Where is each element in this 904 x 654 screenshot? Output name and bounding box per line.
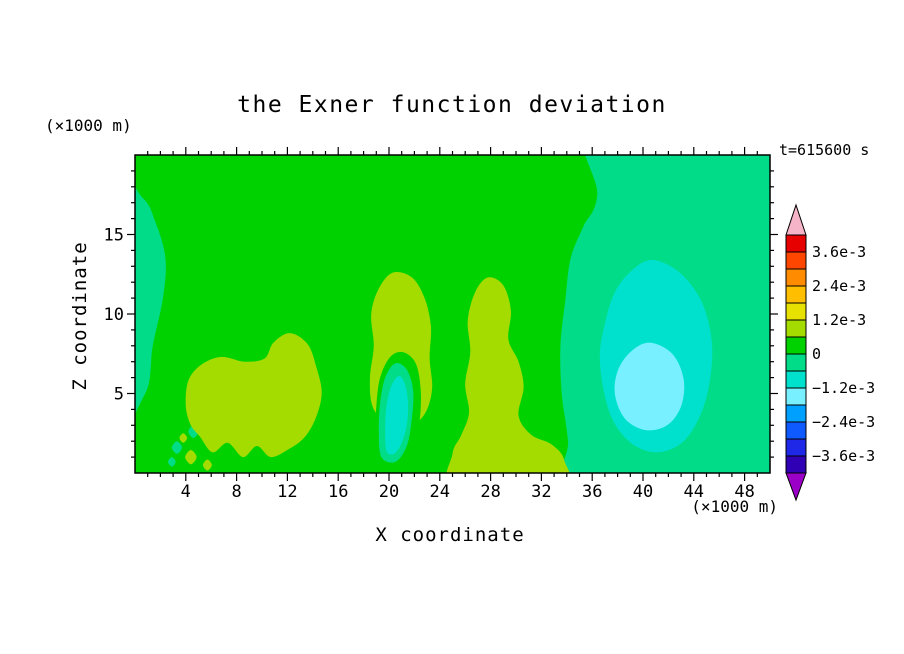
contour-region-speck-yellowgreen-2 [202,459,212,471]
x-tick-label: 36 [582,482,602,502]
contour-region-right-cyan-core [614,342,685,431]
colorbar-label: 1.2e-3 [812,311,866,329]
contour-region-left-edge-strip [135,186,166,414]
colorbar-segment [785,319,807,338]
colorbar-label: 3.6e-3 [812,243,866,261]
x-tick-label: 8 [231,482,241,502]
z-tick-label: 10 [104,305,124,325]
x-tick-label: 24 [430,482,450,502]
contour-region-speck-teal-3 [168,457,176,467]
colorbar-label: −2.4e-3 [812,413,875,431]
contour-region-yellowgreen-right-blob [446,277,570,473]
colorbar-segment [785,302,807,321]
x-tick-label: 44 [684,482,704,502]
x-tick-label: 40 [633,482,653,502]
x-tick-label: 48 [734,482,754,502]
colorbar-segment [785,404,807,423]
contour-region-speck-yellowgreen-1 [185,449,197,465]
z-tick-label: 15 [104,226,124,246]
colorbar-segment [785,353,807,372]
contour-region-speck-teal-1 [171,441,182,454]
x-tick-label: 12 [277,482,297,502]
x-tick-label: 4 [181,482,191,502]
colorbar-segment [785,336,807,355]
z-tick-label: 5 [114,385,124,405]
x-tick-label: 32 [531,482,551,502]
contour-field [135,155,770,473]
x-axis-title: X coordinate [375,524,524,546]
colorbar-segment [785,234,807,253]
colorbar-label: −3.6e-3 [812,447,875,465]
z-axis-title: Z coordinate [69,241,91,390]
axis-ticks [127,147,778,481]
x-axis-unit-label: (×1000 m) [691,497,778,516]
z-axis-unit-label: (×1000 m) [45,116,132,135]
colorbar-segment [785,370,807,389]
colorbar-segment [785,268,807,287]
colorbar-segment [785,285,807,304]
x-tick-label: 16 [328,482,348,502]
colorbar-label: −1.2e-3 [812,379,875,397]
contour-region-yellowgreen-left-blob [185,333,322,458]
contour-region-speck-yellowgreen-3 [179,433,188,443]
colorbar-segment [785,421,807,440]
colorbar-arrow-top [785,203,807,236]
colorbar-label: 0 [812,345,821,363]
colorbar-segment [785,387,807,406]
x-tick-label: 28 [480,482,500,502]
x-tick-label: 20 [379,482,399,502]
colorbar: 3.6e-3 2.4e-3 1.2e-3 0 −1.2e-3 −2.4e-3 −3.6e-3 [785,203,875,502]
contour-region-mid-cyan-blob [385,376,409,455]
colorbar-arrow-bottom [785,472,807,502]
colorbar-segment [785,251,807,270]
colorbar-label: 2.4e-3 [812,277,866,295]
time-annotation: t=615600 s [779,141,869,159]
colorbar-segment [785,438,807,457]
plot-title: the Exner function deviation [237,92,667,118]
colorbar-segment [785,455,807,474]
